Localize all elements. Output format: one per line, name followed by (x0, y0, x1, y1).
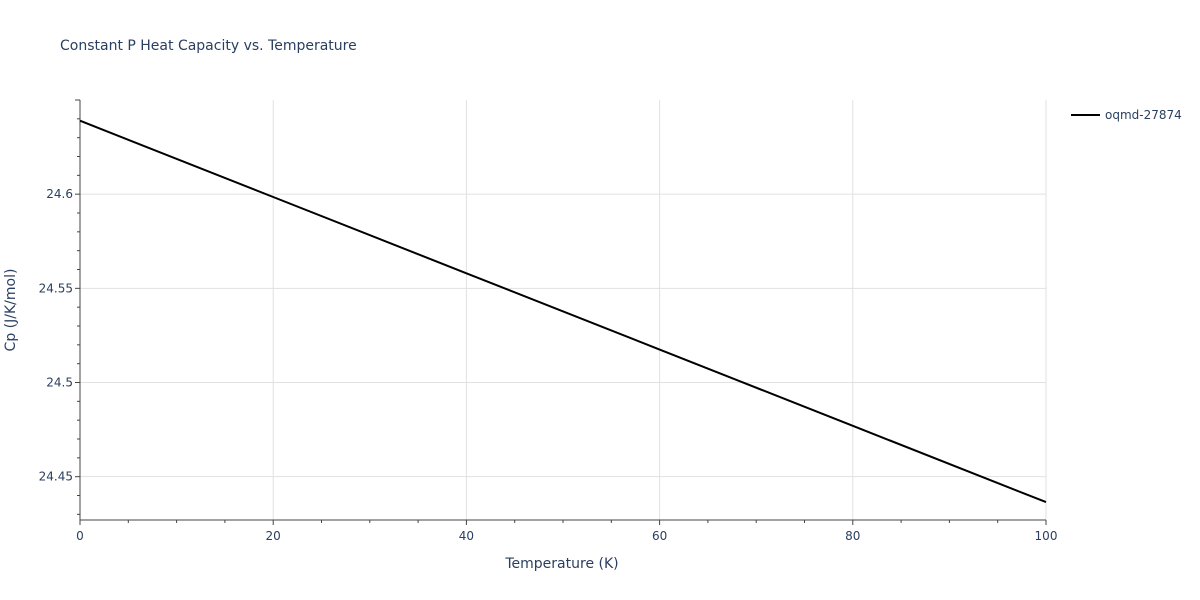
x-tick-label: 80 (845, 529, 860, 543)
y-axis-ticks: 24.45 24.5 24.55 24.6 (39, 187, 73, 484)
x-axis-ticks: 0 20 40 60 80 100 (76, 529, 1057, 543)
legend[interactable]: oqmd-27874 (1071, 108, 1182, 122)
chart-title: Constant P Heat Capacity vs. Temperature (60, 38, 357, 54)
x-tick-label: 40 (459, 529, 474, 543)
series-layer (79, 119, 1047, 504)
x-tick-label: 100 (1035, 529, 1058, 543)
x-tick-label: 60 (652, 529, 667, 543)
x-tick-label: 20 (266, 529, 281, 543)
y-tick-label: 24.5 (46, 376, 73, 390)
y-tick-label: 24.55 (39, 281, 73, 295)
x-tick-label: 0 (76, 529, 84, 543)
grid (80, 100, 1047, 520)
y-tick-label: 24.45 (39, 470, 73, 484)
series-line (79, 119, 1047, 504)
axes (75, 99, 1047, 525)
y-tick-label: 24.6 (46, 187, 73, 201)
y-axis-title: Cp (J/K/mol) (3, 269, 19, 352)
x-axis-title: Temperature (K) (504, 556, 618, 572)
legend-label: oqmd-27874 (1105, 108, 1182, 122)
